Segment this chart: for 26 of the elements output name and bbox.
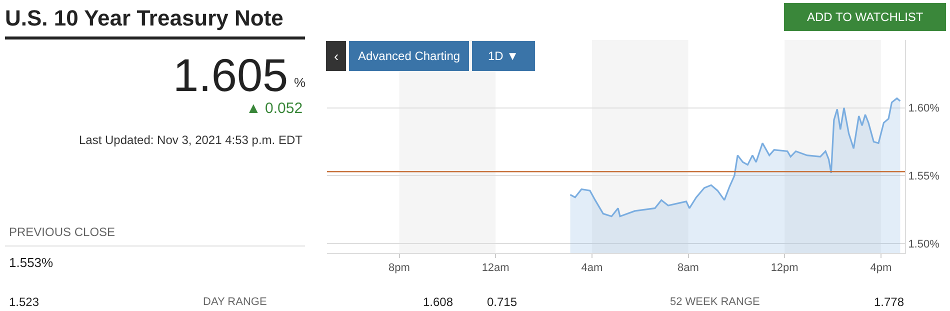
text: DAY RANGE xyxy=(203,296,267,308)
text: ADD TO WATCHLIST xyxy=(807,10,924,24)
text: % xyxy=(294,75,306,90)
text: 52 WEEK RANGE xyxy=(670,296,760,308)
y-tick-label: 1.60% xyxy=(908,102,940,115)
text: 1.608 xyxy=(423,295,454,309)
x-tick-label: 8am xyxy=(678,262,699,274)
y-tick-label: 1.55% xyxy=(908,170,940,183)
text: 1.605 xyxy=(173,49,288,101)
text: U.S. 10 Year Treasury Note xyxy=(5,6,284,31)
text: 0.715 xyxy=(487,295,518,309)
x-tick-label: 8pm xyxy=(388,262,410,274)
annotation: ‹ xyxy=(334,48,339,64)
text: ▲ 0.052 xyxy=(246,100,303,117)
text: PREVIOUS CLOSE xyxy=(9,225,116,239)
text: 1.778 xyxy=(874,295,904,309)
x-tick-label: 12pm xyxy=(770,262,798,274)
text: 1.523 xyxy=(9,295,40,309)
x-tick-label: 4pm xyxy=(870,262,892,274)
text: 1.553% xyxy=(9,255,54,270)
annotation: Advanced Charting xyxy=(358,49,460,63)
annotation: 1D ▼ xyxy=(488,49,519,63)
y-tick-label: 1.50% xyxy=(908,238,940,250)
x-tick-label: 12am xyxy=(482,262,510,274)
text: Last Updated: Nov 3, 2021 4:53 p.m. EDT xyxy=(79,133,304,147)
x-tick-label: 4am xyxy=(581,262,603,274)
